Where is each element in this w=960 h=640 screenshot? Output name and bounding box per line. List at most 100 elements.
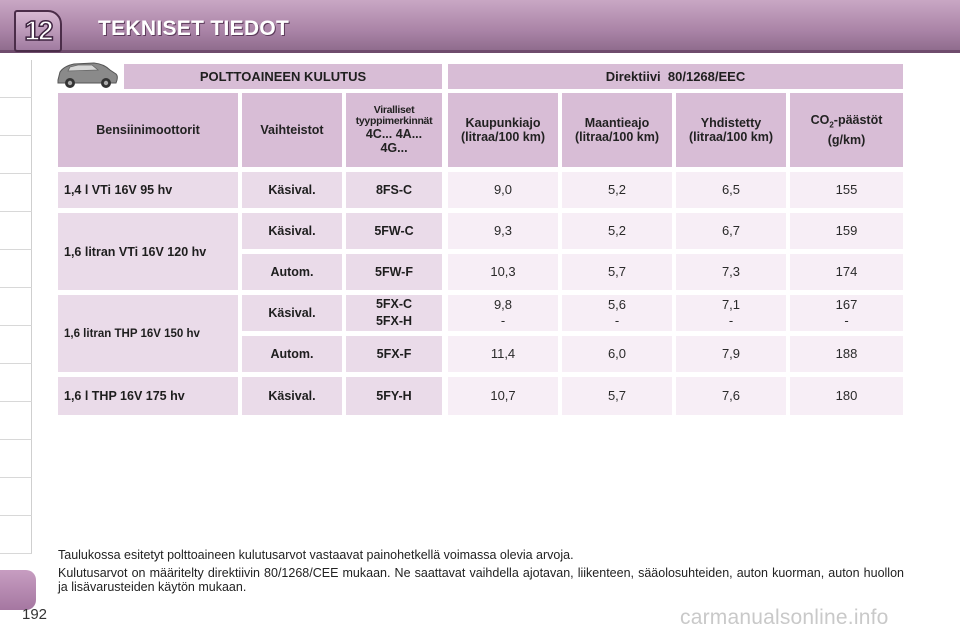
- chapter-tab[interactable]: [0, 364, 32, 402]
- chapter-tab[interactable]: [0, 136, 32, 174]
- column-header-co2-line1: CO2-päästöt: [811, 113, 883, 133]
- table-row-type: 5FX-F: [346, 336, 442, 372]
- chapter-tab[interactable]: [0, 212, 32, 250]
- column-header-urban-line2: (litraa/100 km): [460, 130, 546, 144]
- table-row-combined: 7,3: [676, 254, 786, 290]
- chapter-tab-active[interactable]: [0, 570, 36, 610]
- page-title: TEKNISET TIEDOT: [98, 17, 290, 40]
- table-row-extra-urban: 5,6 -: [562, 295, 672, 331]
- column-header-urban-line1: Kaupunkiajo: [465, 116, 541, 130]
- page-number: 192: [22, 606, 48, 623]
- type-code-a: 5FX-C: [375, 297, 413, 311]
- table-row-urban: 10,7: [448, 377, 558, 415]
- column-header-gearbox: Vaihteistot: [242, 93, 342, 167]
- table-row-type: 5FW-C: [346, 213, 442, 249]
- value-a: 9,8: [493, 297, 513, 312]
- table-row-engine: 1,6 l THP 16V 175 hv: [58, 377, 238, 415]
- header-band: [0, 0, 960, 52]
- column-header-type-line4: 4G...: [380, 141, 408, 155]
- column-header-type-line1: Viralliset: [373, 104, 415, 116]
- table-row-extra-urban: 5,7: [562, 254, 672, 290]
- column-header-extra-urban: Maantieajo (litraa/100 km): [562, 93, 672, 167]
- value-a: 7,1: [721, 297, 741, 312]
- chapter-tab[interactable]: [0, 98, 32, 136]
- column-header-type-line2: tyyppimerkinnät: [355, 115, 433, 127]
- chapter-number: 12: [24, 14, 55, 47]
- table-row-extra-urban: 6,0: [562, 336, 672, 372]
- value-b: -: [614, 313, 620, 328]
- chapter-tab[interactable]: [0, 440, 32, 478]
- table-row-co2: 188: [790, 336, 903, 372]
- table-row-extra-urban: 5,2: [562, 213, 672, 249]
- column-header-type: Viralliset tyyppimerkinnät 4C... 4A... 4…: [346, 93, 442, 167]
- table-row-combined: 6,5: [676, 172, 786, 208]
- table-row-gearbox: Käsival.: [242, 172, 342, 208]
- table-row-urban: 9,3: [448, 213, 558, 249]
- watermark: carmanualsonline.info: [680, 606, 889, 629]
- table-row-combined: 7,6: [676, 377, 786, 415]
- type-code-b: 5FX-H: [375, 314, 413, 328]
- chapter-tab[interactable]: [0, 326, 32, 364]
- chapter-badge: 12: [14, 10, 62, 52]
- chapter-tab[interactable]: [0, 402, 32, 440]
- column-header-co2-line2: (g/km): [827, 132, 866, 147]
- table-band-left: POLTTOAINEEN KULUTUS: [124, 64, 442, 89]
- chapter-tab[interactable]: [0, 288, 32, 326]
- table-row-combined: 7,9: [676, 336, 786, 372]
- table-row-gearbox: Käsival.: [242, 295, 342, 331]
- value-a: 167: [835, 297, 858, 312]
- column-header-combined: Yhdistetty (litraa/100 km): [676, 93, 786, 167]
- table-row-gearbox: Käsival.: [242, 213, 342, 249]
- table-row-combined: 7,1 -: [676, 295, 786, 331]
- column-header-combined-line1: Yhdistetty: [700, 116, 762, 130]
- table-row-urban: 10,3: [448, 254, 558, 290]
- header-underline: [0, 50, 960, 53]
- table-row-extra-urban: 5,2: [562, 172, 672, 208]
- table-row-extra-urban: 5,7: [562, 377, 672, 415]
- table-row-type: 5FY-H: [346, 377, 442, 415]
- column-header-urban: Kaupunkiajo (litraa/100 km): [448, 93, 558, 167]
- table-row-gearbox: Autom.: [242, 254, 342, 290]
- note-paragraph-1: Taulukossa esitetyt polttoaineen kulutus…: [58, 548, 574, 562]
- chapter-tab[interactable]: [0, 478, 32, 516]
- table-row-urban: 9,0: [448, 172, 558, 208]
- chapter-tab[interactable]: [0, 516, 32, 554]
- column-header-engine: Bensiinimoottorit: [58, 93, 238, 167]
- table-row-type: 5FW-F: [346, 254, 442, 290]
- table-row-urban: 11,4: [448, 336, 558, 372]
- table-row-co2: 174: [790, 254, 903, 290]
- table-row-co2: 180: [790, 377, 903, 415]
- co2-suffix: -päästöt: [833, 113, 883, 128]
- column-header-engine-label: Bensiinimoottorit: [96, 123, 200, 137]
- table-row-urban: 9,8 -: [448, 295, 558, 331]
- table-row-engine: 1,4 l VTi 16V 95 hv: [58, 172, 238, 208]
- table-band-right: Direktiivi 80/1268/EEC: [448, 64, 903, 89]
- chapter-tab-rail: [0, 60, 36, 610]
- column-header-extra-line2: (litraa/100 km): [574, 130, 660, 144]
- car-icon: [57, 62, 118, 88]
- value-a: 5,6: [607, 297, 627, 312]
- table-row-co2: 155: [790, 172, 903, 208]
- chapter-tab[interactable]: [0, 250, 32, 288]
- chapter-tab[interactable]: [0, 174, 32, 212]
- table-row-co2: 167 -: [790, 295, 903, 331]
- table-row-engine: 1,6 litran THP 16V 150 hv: [58, 295, 238, 372]
- table-row-co2: 159: [790, 213, 903, 249]
- chapter-tab[interactable]: [0, 60, 32, 98]
- column-header-type-line3: 4C... 4A...: [365, 127, 423, 141]
- co2-subscript: 2: [829, 120, 834, 130]
- table-row-gearbox: Autom.: [242, 336, 342, 372]
- column-header-extra-line1: Maantieajo: [584, 116, 650, 130]
- value-b: -: [728, 313, 734, 328]
- table-row-engine: 1,6 litran VTi 16V 120 hv: [58, 213, 238, 290]
- value-b: -: [844, 313, 849, 328]
- column-header-gearbox-label: Vaihteistot: [260, 123, 324, 137]
- column-header-co2: CO2-päästöt (g/km): [790, 93, 903, 167]
- table-row-type: 5FX-C 5FX-H: [346, 295, 442, 331]
- note-paragraph-2: Kulutusarvot on määritelty direktiivin 8…: [58, 566, 904, 594]
- value-b: -: [500, 313, 506, 328]
- column-header-combined-line2: (litraa/100 km): [688, 130, 774, 144]
- table-row-gearbox: Käsival.: [242, 377, 342, 415]
- co2-prefix: CO: [810, 113, 830, 128]
- table-row-type: 8FS-C: [346, 172, 442, 208]
